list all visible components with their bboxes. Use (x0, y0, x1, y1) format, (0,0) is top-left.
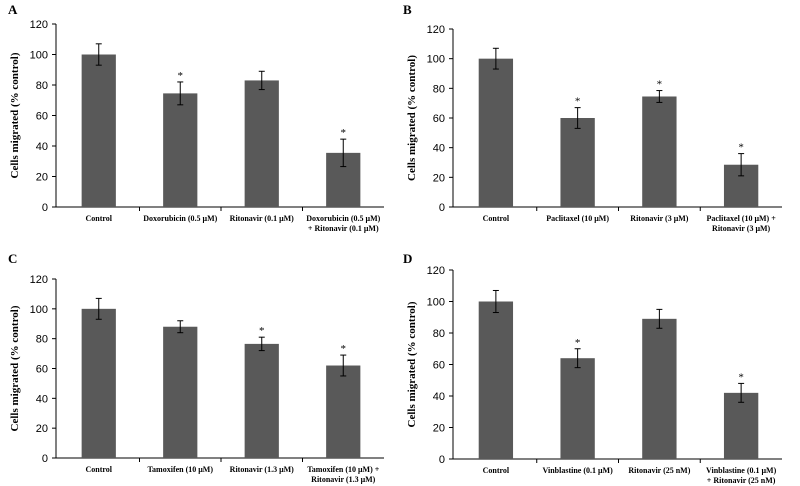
y-tick-label: 60 (433, 360, 445, 372)
panel-letter: B (403, 2, 412, 17)
bar (642, 96, 677, 207)
bar (642, 318, 677, 459)
y-tick-label: 60 (36, 364, 48, 376)
significance-marker: * (178, 70, 184, 82)
x-tick-label: + Ritonavir (25 nM) (707, 476, 776, 485)
panel-b: B Cells migrated (% control) 0 20 40 60 80 100 1… (403, 2, 782, 233)
y-axis-title: Cells migrated (% control) (406, 55, 418, 181)
y-tick-label: 100 (427, 54, 445, 66)
bar (244, 80, 279, 207)
y-tick-label: 120 (427, 265, 445, 277)
bar (81, 308, 116, 458)
y-tick-label: 0 (439, 202, 445, 214)
significance-marker: * (341, 343, 347, 355)
x-tick-label: Control (483, 214, 510, 223)
bar (560, 358, 595, 459)
y-axis-title: Cells migrated (% control) (406, 301, 418, 427)
y-tick-label: 120 (30, 274, 48, 286)
y-tick-label: 20 (433, 172, 445, 184)
bar (163, 326, 198, 458)
y-tick-label: 60 (36, 111, 48, 123)
y-tick-label: 20 (36, 172, 48, 184)
significance-marker: * (738, 371, 744, 383)
panel-letter: D (403, 251, 412, 266)
x-tick-label: Control (85, 214, 112, 223)
y-tick-label: 120 (30, 19, 48, 31)
bar (244, 343, 279, 458)
x-tick-label: Tamoxifen (10 μM) (147, 465, 213, 474)
panel-letter: C (8, 251, 17, 266)
y-tick-label: 80 (36, 334, 48, 346)
x-tick-label: Control (85, 465, 112, 474)
x-tick-label: Control (483, 466, 510, 475)
bar (163, 93, 198, 207)
y-axis-title: Cells migrated (% control) (9, 305, 21, 431)
x-tick-label: Ritonavir (3 μM) (630, 214, 688, 223)
x-tick-label: Ritonavir (0.1 μM) (230, 214, 294, 223)
panel-a: A Cells migrated (% control) 0 20 40 60 80 100 1… (8, 2, 384, 233)
x-tick-label: Ritonavir (1.3 μM) (311, 475, 375, 484)
x-tick-label: Tamoxifen (10 μM) + (307, 465, 380, 474)
bar (478, 58, 514, 207)
y-tick-label: 120 (427, 24, 445, 36)
y-tick-label: 40 (36, 393, 48, 405)
y-tick-label: 20 (36, 423, 48, 435)
bar (326, 365, 361, 458)
y-tick-label: 0 (439, 454, 445, 466)
x-tick-label: Ritonavir (1.3 μM) (230, 465, 294, 474)
x-tick-label: Ritonavir (25 nM) (628, 466, 690, 475)
x-tick-label: Ritonavir (3 μM) (712, 224, 770, 233)
y-tick-label: 40 (433, 391, 445, 403)
panel-d: D Cells migrated (% control) 0 20 40 60 80 100 1… (403, 251, 782, 485)
y-tick-label: 0 (42, 453, 48, 465)
bar (723, 392, 759, 459)
panel-letter: A (8, 2, 18, 17)
bar (478, 301, 514, 459)
y-tick-label: 20 (433, 423, 445, 435)
x-tick-label: Vinblastine (0.1 μM) (706, 466, 777, 475)
y-tick-label: 80 (36, 80, 48, 92)
x-tick-label: Paclitaxel (10 μM) + (706, 214, 776, 223)
significance-marker: * (575, 337, 581, 349)
y-tick-label: 40 (433, 143, 445, 155)
significance-marker: * (738, 142, 744, 154)
x-tick-label: + Ritonavir (0.1 μM) (308, 224, 379, 233)
significance-marker: * (259, 325, 265, 337)
significance-marker: * (341, 127, 347, 139)
y-tick-label: 100 (30, 304, 48, 316)
y-tick-label: 100 (427, 297, 445, 309)
x-tick-label: Doxorubicin (0.5 μM) (306, 214, 380, 223)
panel-c: C Cells migrated (% control) 0 20 40 60 80 100 1… (8, 251, 384, 484)
x-tick-label: Paclitaxel (10 μM) (546, 214, 609, 223)
y-tick-label: 60 (433, 113, 445, 125)
x-tick-label: Doxorubicin (0.5 μM) (143, 214, 217, 223)
y-axis-title: Cells migrated (% control) (9, 52, 21, 178)
significance-marker: * (575, 96, 581, 108)
y-tick-label: 0 (42, 202, 48, 214)
y-tick-label: 100 (30, 50, 48, 62)
y-tick-label: 80 (433, 328, 445, 340)
bar (81, 54, 116, 207)
bar (560, 118, 595, 207)
y-tick-label: 80 (433, 83, 445, 95)
significance-marker: * (657, 79, 663, 91)
x-tick-label: Vinblastine (0.1 μM) (543, 466, 614, 475)
y-tick-label: 40 (36, 141, 48, 153)
